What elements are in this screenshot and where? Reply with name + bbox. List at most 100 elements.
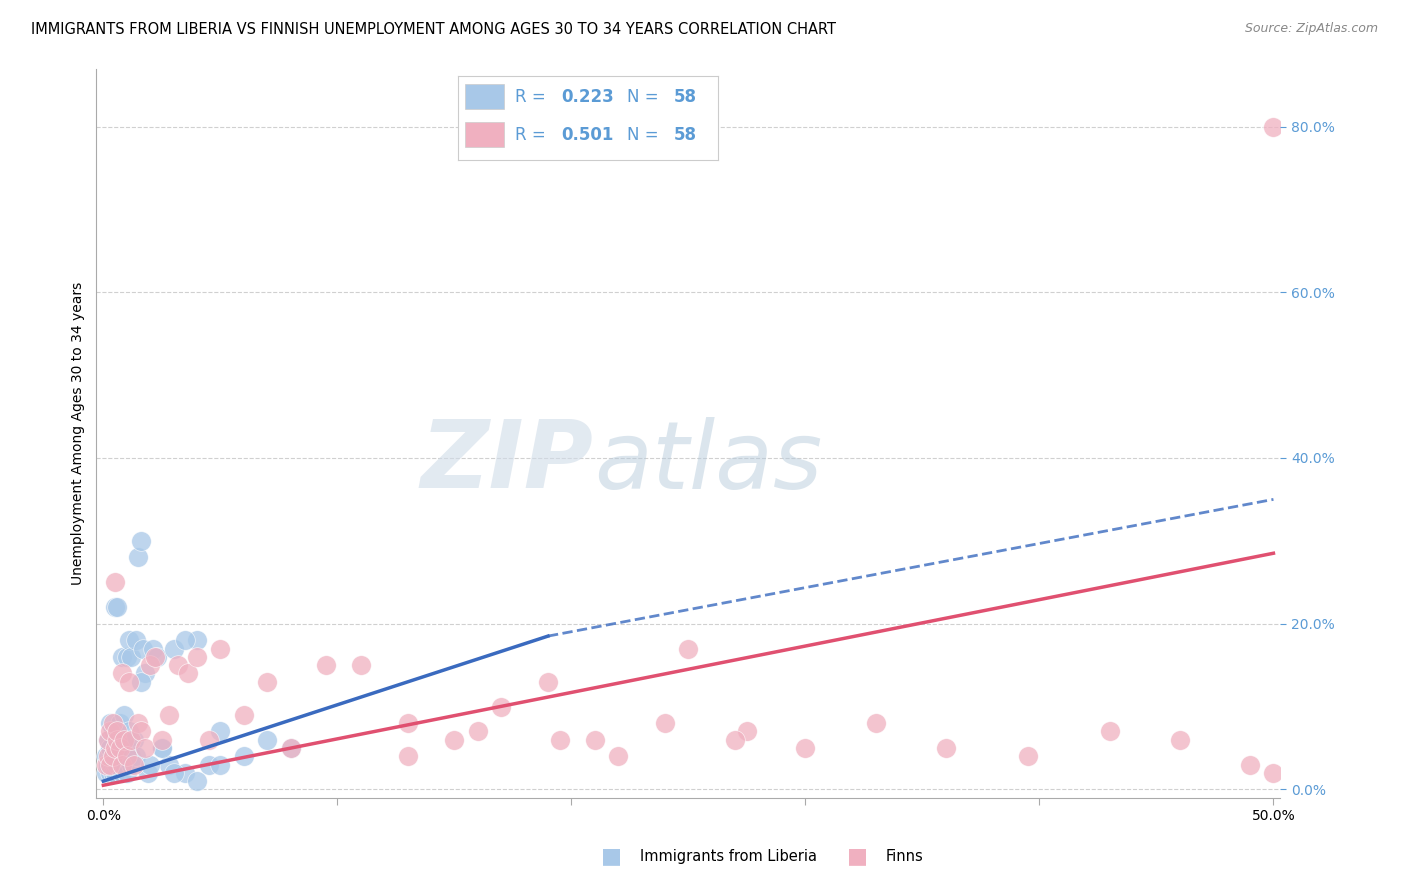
Finns	[396, 749, 419, 764]
Immigrants from Liberia	[108, 716, 131, 731]
Finns	[97, 749, 120, 764]
Finns	[127, 716, 149, 731]
Finns	[107, 732, 129, 747]
Immigrants from Liberia	[115, 741, 138, 756]
Immigrants from Liberia	[139, 757, 162, 772]
Immigrants from Liberia	[134, 666, 156, 681]
Immigrants from Liberia	[111, 765, 134, 780]
Finns	[143, 649, 166, 664]
Finns	[607, 749, 630, 764]
Finns	[111, 757, 134, 772]
Immigrants from Liberia	[256, 732, 278, 747]
Immigrants from Liberia	[174, 765, 197, 780]
Immigrants from Liberia	[104, 741, 127, 756]
Finns	[100, 757, 122, 772]
Finns	[794, 741, 817, 756]
Immigrants from Liberia	[118, 724, 141, 739]
Finns	[1263, 765, 1285, 780]
Immigrants from Liberia	[100, 741, 122, 756]
Finns	[104, 741, 127, 756]
Finns	[350, 658, 373, 673]
Text: Source: ZipAtlas.com: Source: ZipAtlas.com	[1244, 22, 1378, 36]
Finns	[97, 732, 120, 747]
Immigrants from Liberia	[94, 765, 117, 780]
Immigrants from Liberia	[122, 732, 145, 747]
Immigrants from Liberia	[157, 757, 180, 772]
Immigrants from Liberia	[162, 765, 184, 780]
Finns	[104, 575, 127, 590]
Immigrants from Liberia	[115, 765, 138, 780]
Finns	[150, 732, 173, 747]
Finns	[1263, 120, 1285, 134]
Finns	[583, 732, 606, 747]
Finns	[108, 741, 131, 756]
Finns	[186, 649, 208, 664]
Finns	[489, 699, 512, 714]
Finns	[118, 674, 141, 689]
Immigrants from Liberia	[150, 741, 173, 756]
Immigrants from Liberia	[120, 749, 142, 764]
Finns	[122, 757, 145, 772]
Immigrants from Liberia	[97, 732, 120, 747]
Immigrants from Liberia	[280, 741, 302, 756]
Immigrants from Liberia	[120, 649, 142, 664]
Immigrants from Liberia	[104, 600, 127, 615]
Immigrants from Liberia	[162, 641, 184, 656]
Immigrants from Liberia	[136, 765, 159, 780]
Immigrants from Liberia	[127, 550, 149, 565]
Finns	[209, 641, 232, 656]
Immigrants from Liberia	[107, 724, 129, 739]
Finns	[115, 749, 138, 764]
Immigrants from Liberia	[114, 707, 136, 722]
Finns	[100, 724, 122, 739]
Finns	[1239, 757, 1261, 772]
Finns	[1098, 724, 1121, 739]
Finns	[256, 674, 278, 689]
Finns	[232, 707, 254, 722]
Finns	[111, 666, 134, 681]
Immigrants from Liberia	[125, 633, 148, 648]
Finns	[935, 741, 957, 756]
Immigrants from Liberia	[111, 732, 134, 747]
Immigrants from Liberia	[100, 716, 122, 731]
Finns	[1017, 749, 1039, 764]
Finns	[129, 724, 152, 739]
Finns	[865, 716, 887, 731]
Text: Finns: Finns	[886, 849, 924, 863]
Immigrants from Liberia	[120, 757, 142, 772]
Immigrants from Liberia	[101, 765, 124, 780]
Finns	[280, 741, 302, 756]
Immigrants from Liberia	[186, 633, 208, 648]
Immigrants from Liberia	[132, 641, 155, 656]
Immigrants from Liberia	[101, 724, 124, 739]
Finns	[139, 658, 162, 673]
Immigrants from Liberia	[146, 649, 169, 664]
Immigrants from Liberia	[101, 749, 124, 764]
Finns	[114, 732, 136, 747]
Text: ZIP: ZIP	[420, 417, 593, 508]
Finns	[724, 732, 747, 747]
Immigrants from Liberia	[232, 749, 254, 764]
Immigrants from Liberia	[141, 641, 163, 656]
Text: ■: ■	[848, 847, 868, 866]
Finns	[197, 732, 219, 747]
Immigrants from Liberia	[186, 774, 208, 789]
Finns	[315, 658, 337, 673]
Finns	[101, 749, 124, 764]
Immigrants from Liberia	[107, 600, 129, 615]
Immigrants from Liberia	[174, 633, 197, 648]
Finns	[443, 732, 465, 747]
Immigrants from Liberia	[129, 533, 152, 548]
Immigrants from Liberia	[97, 757, 120, 772]
Immigrants from Liberia	[129, 674, 152, 689]
Finns	[134, 741, 156, 756]
Immigrants from Liberia	[115, 649, 138, 664]
Finns	[94, 757, 117, 772]
Finns	[101, 716, 124, 731]
Immigrants from Liberia	[107, 757, 129, 772]
Immigrants from Liberia	[118, 633, 141, 648]
Finns	[1168, 732, 1191, 747]
Text: Immigrants from Liberia: Immigrants from Liberia	[640, 849, 817, 863]
Finns	[157, 707, 180, 722]
Finns	[537, 674, 560, 689]
